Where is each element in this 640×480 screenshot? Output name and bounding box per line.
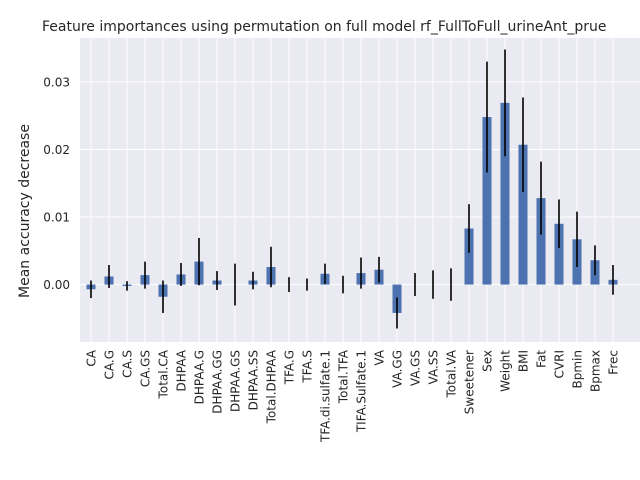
- y-tick-label: 0.01: [43, 211, 70, 225]
- x-tick-label: Bpmax: [589, 350, 603, 392]
- x-tick-label: Sex: [481, 350, 495, 372]
- x-tick-label: Total.VA: [445, 349, 459, 398]
- x-tick-label: Total.CA: [157, 349, 171, 399]
- bar-Sweetener: [464, 228, 474, 285]
- y-tick-label: 0.03: [43, 75, 70, 89]
- x-tick-label: Bpmin: [571, 350, 585, 388]
- chart-title: Feature importances using permutation on…: [42, 19, 607, 35]
- x-tick-label: Total.TFA: [337, 349, 351, 404]
- x-tick-label: Total.DHPAA: [265, 349, 279, 424]
- x-tick-label: DHPAA: [175, 349, 189, 391]
- x-tick-label: TFA.S: [301, 350, 315, 384]
- x-tick-label: VA.SS: [427, 350, 441, 385]
- x-tick-label: CA: [85, 349, 99, 366]
- x-tick-label: Frec: [607, 350, 621, 375]
- x-tick-label: VA.GG: [391, 350, 405, 388]
- y-tick-labels: 0.00 0.01 0.02 0.03: [43, 75, 70, 292]
- x-tick-label: VA.GS: [409, 350, 423, 386]
- x-tick-label: CA.S: [121, 350, 135, 378]
- error-bars-group: [90, 49, 614, 329]
- x-tick-label: VA: [373, 349, 387, 365]
- y-tick-label: 0.02: [43, 143, 70, 157]
- x-tick-label: CVRI: [553, 350, 567, 378]
- bar-Weight: [500, 102, 510, 285]
- grid-lines: [80, 38, 640, 342]
- x-tick-label: BMI: [517, 350, 531, 372]
- x-tick-label: TIFA.Sulfate.1: [355, 350, 369, 433]
- x-tick-labels: CA CA.G CA.S CA.GS Total.CA DHPAA DHPAA.G DHPAA…: [85, 349, 621, 443]
- x-tick-label: Fat: [535, 350, 549, 368]
- x-tick-label: TFA.di.sulfate.1: [319, 350, 333, 443]
- plot-area: [80, 38, 640, 342]
- x-tick-label: Sweetener: [463, 350, 477, 414]
- x-tick-label: DHPAA.GS: [229, 350, 243, 412]
- y-tick-label: 0.00: [43, 278, 70, 292]
- x-tick-label: DHPAA.GG: [211, 350, 225, 414]
- bar-CVRI: [554, 223, 564, 285]
- x-tick-label: TFA.G: [283, 350, 297, 385]
- y-axis-label: Mean accuracy decrease: [17, 124, 33, 298]
- x-tick-label: Weight: [499, 350, 513, 392]
- x-tick-label: DHPAA.SS: [247, 350, 261, 410]
- x-tick-label: CA.G: [103, 350, 117, 380]
- x-tick-label: DHPAA.G: [193, 350, 207, 404]
- bar-Fat: [536, 198, 546, 285]
- x-tick-label: CA.GS: [139, 350, 153, 387]
- bar-Sex: [482, 117, 492, 285]
- bar-BMI: [518, 144, 528, 285]
